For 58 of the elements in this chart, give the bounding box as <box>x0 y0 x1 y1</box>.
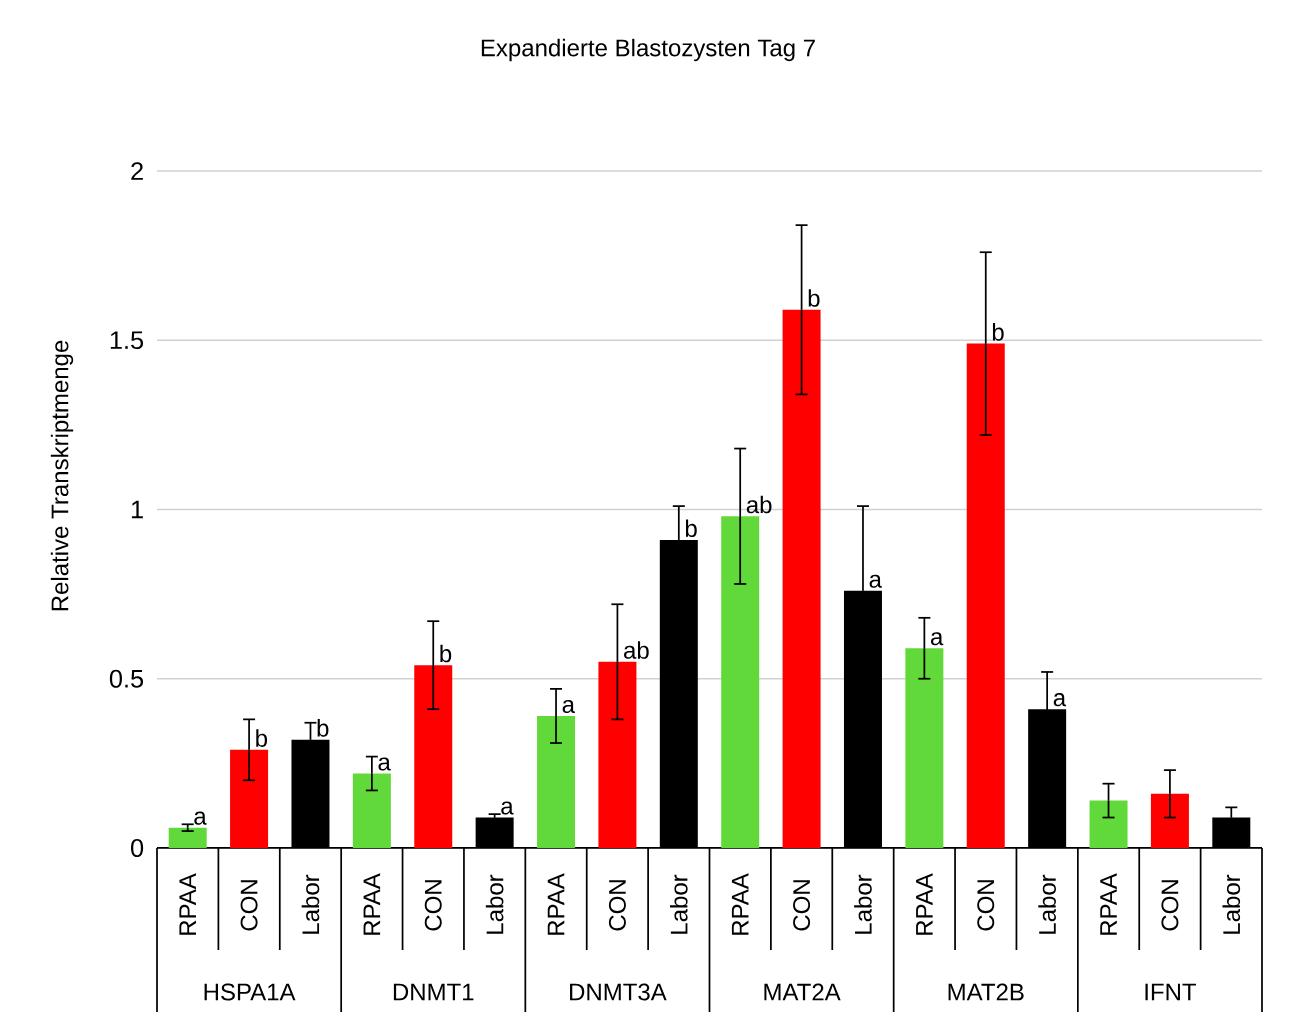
data-label: a <box>562 699 575 714</box>
text: CON <box>424 880 442 931</box>
x-tick-label: MAT2B <box>948 983 1024 1001</box>
data-label: b <box>440 644 452 663</box>
data-label: a <box>194 811 207 825</box>
x-tick-label: DNMT3A <box>570 983 667 1001</box>
y-tick-label: 0 <box>131 839 144 857</box>
bar <box>598 661 637 848</box>
data-label: b <box>317 719 329 737</box>
text: Labor <box>301 874 320 934</box>
text: RPAA <box>731 873 749 935</box>
data-label: a <box>869 574 882 588</box>
text: Labor <box>485 874 504 934</box>
data-label: b <box>685 519 697 538</box>
bar <box>782 309 821 848</box>
data-label: a <box>930 632 944 646</box>
y-tick-label: 1.5 <box>110 331 144 350</box>
text: Labor <box>1038 874 1056 934</box>
text: CON <box>608 880 626 931</box>
text: Labor <box>1222 874 1241 934</box>
text: RPAA <box>363 873 381 935</box>
bar <box>721 516 760 848</box>
y-tick-label: 2 <box>131 162 143 180</box>
data-label: a <box>1053 693 1067 707</box>
x-tick-label: HSPA1A <box>204 983 296 1001</box>
text: Labor <box>669 874 688 934</box>
bar <box>1150 793 1189 848</box>
bar <box>230 749 269 848</box>
bar <box>966 343 1005 848</box>
text: RPAA <box>547 873 565 935</box>
bar <box>537 715 576 848</box>
x-tick-label: DNMT1 <box>393 983 474 1001</box>
text: CON <box>793 880 811 931</box>
data-label: ab <box>624 641 649 659</box>
text: RPAA <box>179 873 196 935</box>
bar <box>168 827 207 848</box>
data-label: b <box>256 729 268 747</box>
text: CON <box>1161 880 1179 931</box>
x-tick-label: MAT2A <box>764 983 841 1001</box>
bar <box>1089 800 1128 848</box>
data-label: b <box>808 289 820 307</box>
text: CON <box>977 880 995 931</box>
text: Labor <box>854 874 872 934</box>
data-label: b <box>992 323 1004 341</box>
bar <box>352 773 391 848</box>
bar <box>414 665 453 848</box>
x-tick-label: IFNT <box>1145 983 1197 1001</box>
data-label: a <box>378 757 391 771</box>
text: RPAA <box>1100 873 1117 935</box>
text: CON <box>240 880 258 931</box>
data-label: ab <box>746 495 772 514</box>
text: RPAA <box>916 873 933 935</box>
y-tick-label: 0.5 <box>109 669 144 688</box>
y-axis-title: Relative Transkriptmenge <box>50 340 74 611</box>
data-label: a <box>501 801 514 815</box>
y-tick-label: 1 <box>131 500 143 519</box>
bar <box>905 648 944 848</box>
chart-title: Expandierte Blastozysten Tag 7 <box>481 38 815 62</box>
